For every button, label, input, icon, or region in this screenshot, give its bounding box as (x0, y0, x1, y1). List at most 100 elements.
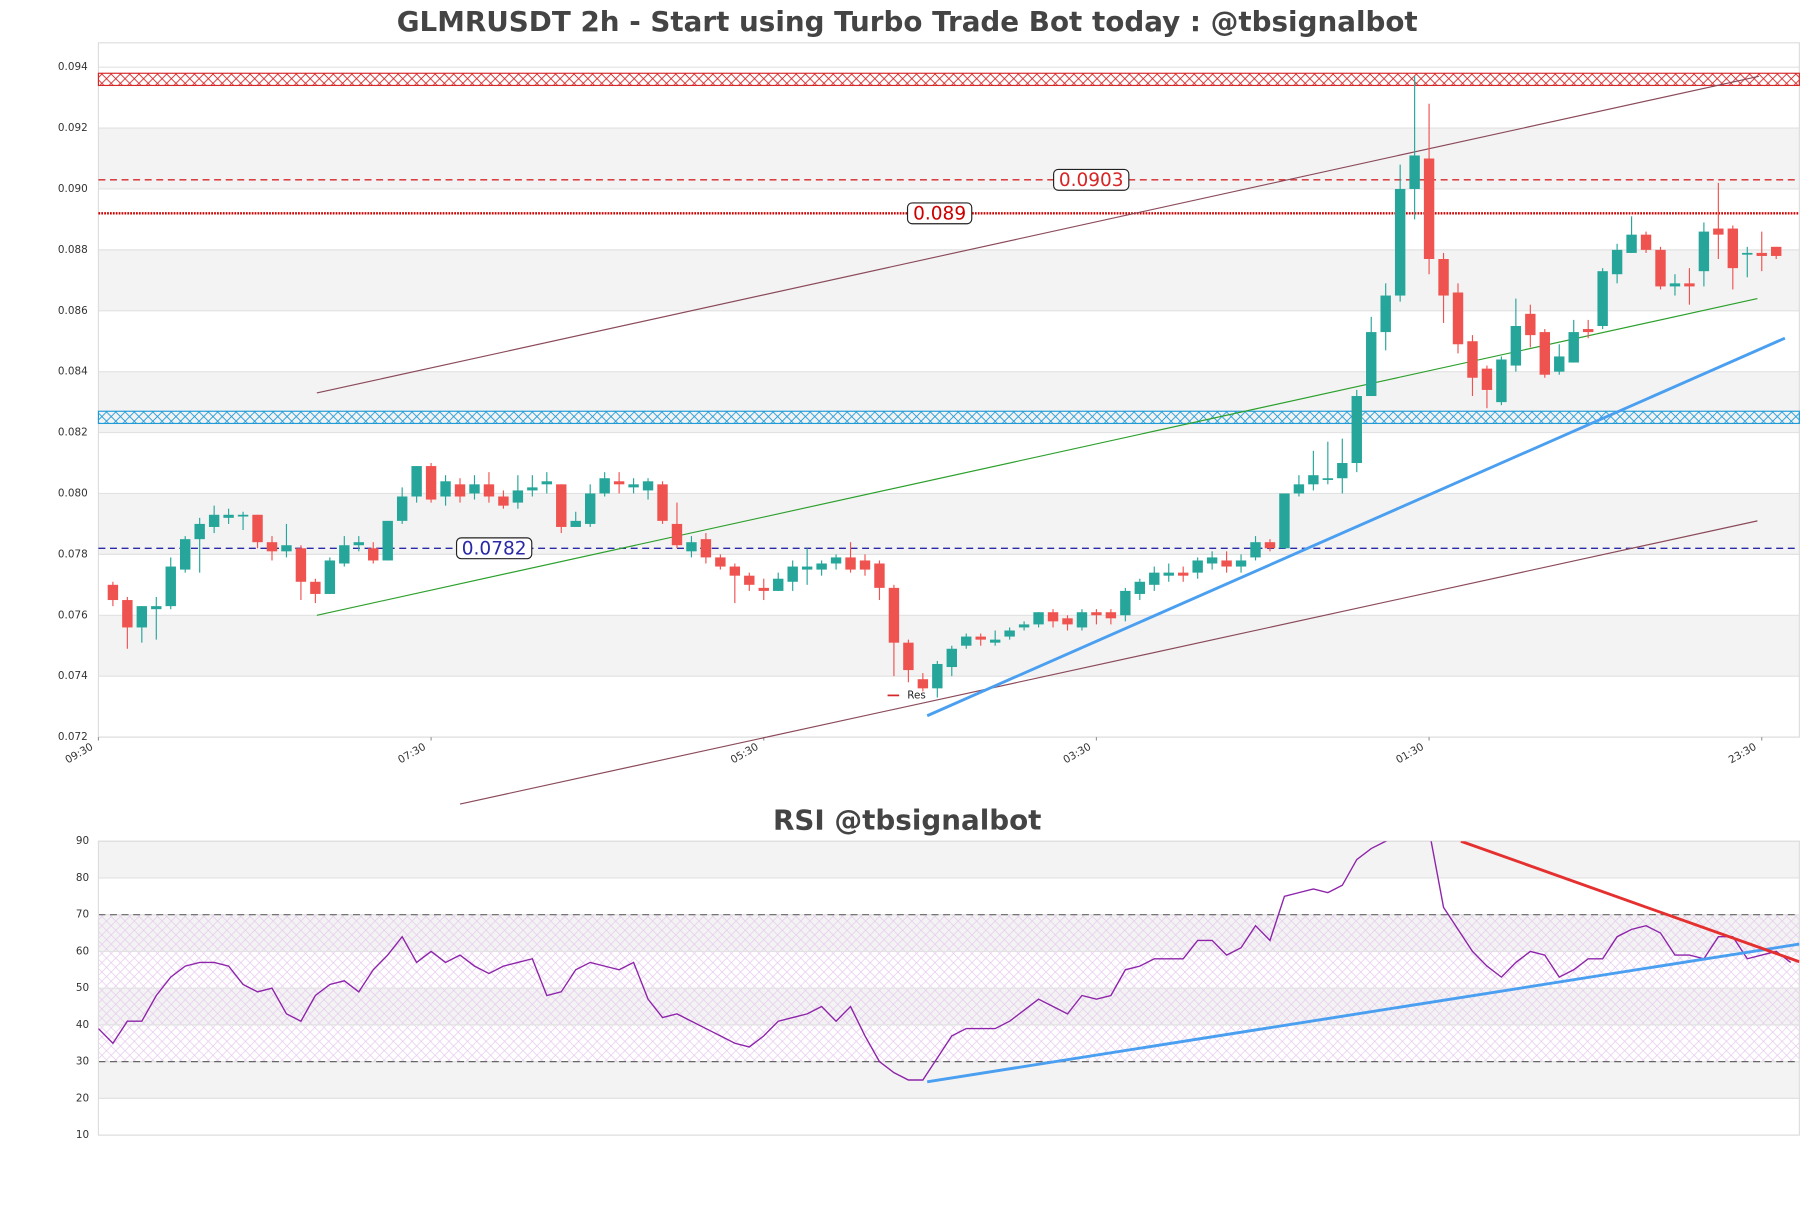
candle-body (801, 566, 813, 570)
candle-body (859, 560, 871, 570)
candle-body (1221, 560, 1232, 567)
zone (97, 72, 1800, 87)
candle-body (1423, 158, 1435, 260)
rsi-title: RSI @tbsignalbot (773, 804, 1041, 837)
candle-body (1091, 612, 1102, 616)
candle-body (946, 648, 957, 668)
candle-body (512, 490, 524, 503)
candle-body (686, 542, 697, 552)
y-tick-label: 0.084 (58, 366, 88, 378)
candle-body (700, 539, 712, 558)
candle-body (816, 563, 827, 570)
candle-body (556, 484, 567, 527)
candle-body (1438, 259, 1449, 296)
level-label-box (906, 202, 973, 225)
candle-body (1684, 283, 1695, 287)
candle-body (1380, 295, 1391, 333)
x-tick-label: 09:30 (63, 741, 95, 766)
candle-body (1467, 341, 1478, 378)
candle-body (1004, 630, 1015, 637)
candle-body (1279, 493, 1290, 549)
candle-body (787, 566, 798, 582)
candle-body (1756, 252, 1767, 256)
candle-body (917, 679, 929, 689)
candle-body (252, 514, 263, 543)
y-tick-label: 20 (76, 1092, 89, 1104)
candle-body (541, 481, 553, 485)
x-tick-label: 03:30 (1061, 741, 1093, 766)
candle-body (498, 496, 509, 506)
candle-body (1322, 478, 1334, 480)
grid-band (98, 128, 1800, 189)
candle-body (773, 578, 784, 591)
candle-body (1134, 581, 1146, 594)
candle-body (353, 542, 364, 546)
y-tick-label: 90 (76, 835, 89, 847)
rsi-line (98, 841, 1792, 1081)
y-tick-label: 60 (76, 945, 89, 957)
trend-line (926, 942, 1800, 1084)
candle-body (975, 636, 986, 640)
candle-body (1120, 590, 1131, 616)
candle-body (425, 466, 437, 500)
trend-line (926, 336, 1786, 718)
zone (97, 410, 1800, 425)
candle-body (570, 520, 581, 527)
candle-body (1308, 475, 1319, 485)
candle-body (1105, 612, 1117, 619)
trend-line (459, 520, 1758, 805)
candle-body (382, 520, 393, 561)
grid-band (98, 841, 1800, 878)
candle-body (1076, 612, 1088, 628)
candle-body (989, 639, 1001, 643)
candle-body (1582, 329, 1594, 333)
candle-body (1452, 292, 1464, 345)
candle-body (396, 496, 408, 521)
y-tick-label: 40 (76, 1019, 89, 1031)
candle-body (1018, 624, 1030, 628)
candle-body (454, 484, 466, 497)
candle-body (744, 575, 755, 585)
candle-body (1163, 572, 1174, 576)
candle-body (1235, 560, 1247, 567)
y-tick-label: 80 (76, 872, 89, 884)
candle-body (1510, 325, 1522, 366)
candle-body (310, 581, 321, 594)
candle-body (107, 584, 119, 601)
y-tick-label: 0.074 (58, 670, 88, 682)
candle-body (1742, 252, 1753, 255)
candle-body (1655, 249, 1666, 287)
candle-body (830, 557, 842, 564)
candle-body (671, 523, 683, 546)
y-tick-label: 0.088 (58, 244, 88, 256)
candle-body (1062, 618, 1073, 625)
candle-body (1481, 368, 1493, 390)
candle-body (932, 663, 943, 689)
candle-body (122, 600, 133, 628)
y-tick-label: 0.086 (58, 305, 88, 317)
candle-body (1554, 356, 1565, 372)
y-tick-label: 30 (76, 1056, 89, 1068)
candle-body (1206, 557, 1218, 564)
candle-body (1177, 572, 1189, 576)
candle-body (1771, 246, 1782, 256)
y-tick-label: 0.078 (58, 548, 88, 560)
candle-body (223, 514, 234, 518)
candle-body (237, 514, 249, 517)
y-tick-label: 0.092 (58, 122, 88, 134)
candle-body (368, 548, 379, 561)
grid-band (98, 249, 1800, 311)
level-label: 0.089 (913, 203, 966, 224)
y-tick-label: 70 (76, 909, 89, 921)
candle-body (599, 478, 610, 494)
y-tick-label: 0.072 (58, 731, 88, 743)
grid-band (98, 1061, 1800, 1099)
candle-body (527, 487, 538, 491)
level-label-box (455, 537, 533, 560)
candle-body (136, 606, 148, 628)
candle-body (1033, 612, 1044, 625)
legend-label: Res (907, 689, 926, 701)
candle-body (1394, 188, 1406, 296)
